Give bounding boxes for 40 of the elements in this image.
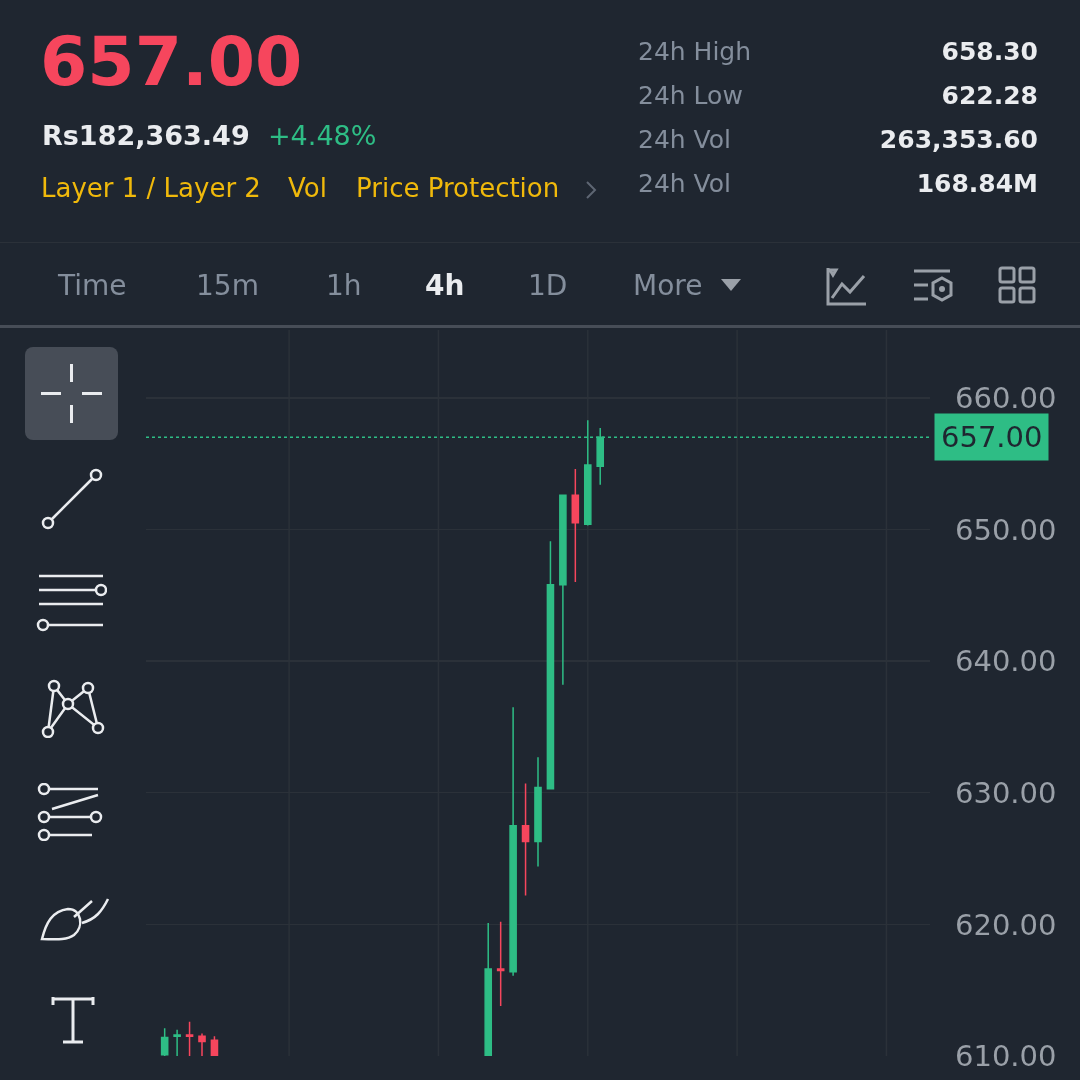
text: 24h Low xyxy=(638,81,743,110)
y-tick-label: 610.00 xyxy=(955,1039,1057,1074)
candlestick xyxy=(509,706,517,977)
y-tick-label: 650.00 xyxy=(955,512,1057,547)
ref-line-label: 657.00 xyxy=(941,420,1043,454)
y-tick-label: 660.00 xyxy=(955,380,1057,415)
text: More xyxy=(633,269,703,302)
text: 24h High xyxy=(638,37,752,66)
text: 24h Vol xyxy=(638,125,732,154)
text: Vol xyxy=(288,173,327,203)
text: 1D xyxy=(528,269,568,302)
text: +4.48% xyxy=(268,120,377,151)
candlestick xyxy=(484,922,493,1056)
text: Time xyxy=(58,269,127,302)
candlestick xyxy=(185,1021,194,1056)
candlestick xyxy=(521,782,530,897)
y-tick-label: 620.00 xyxy=(955,907,1057,942)
candlestick xyxy=(160,1027,169,1056)
text: Price Protection xyxy=(356,173,560,203)
text: 168.84M xyxy=(916,169,1038,198)
candlestick xyxy=(198,1032,206,1056)
text: 658.30 xyxy=(941,37,1038,66)
text: 24h Vol xyxy=(638,169,732,198)
text: 4h xyxy=(425,269,465,302)
y-tick-label: 630.00 xyxy=(955,775,1057,810)
text: 622.28 xyxy=(941,81,1038,110)
candlestick xyxy=(559,494,567,686)
text: 1h xyxy=(326,269,362,302)
y-tick-label: 640.00 xyxy=(955,644,1057,679)
candlestick xyxy=(571,468,580,583)
text: Rs182,363.49 xyxy=(42,120,250,151)
text: Layer 1 / Layer 2 xyxy=(41,173,261,203)
candlestick xyxy=(546,540,555,790)
candlestick xyxy=(534,756,542,868)
candlestick xyxy=(496,920,505,1007)
candlestick xyxy=(210,1035,219,1056)
chart-title: 657.00 xyxy=(40,22,303,101)
text: 15m xyxy=(196,269,259,302)
candlestick xyxy=(173,1028,181,1056)
text: 263,353.60 xyxy=(879,125,1038,154)
